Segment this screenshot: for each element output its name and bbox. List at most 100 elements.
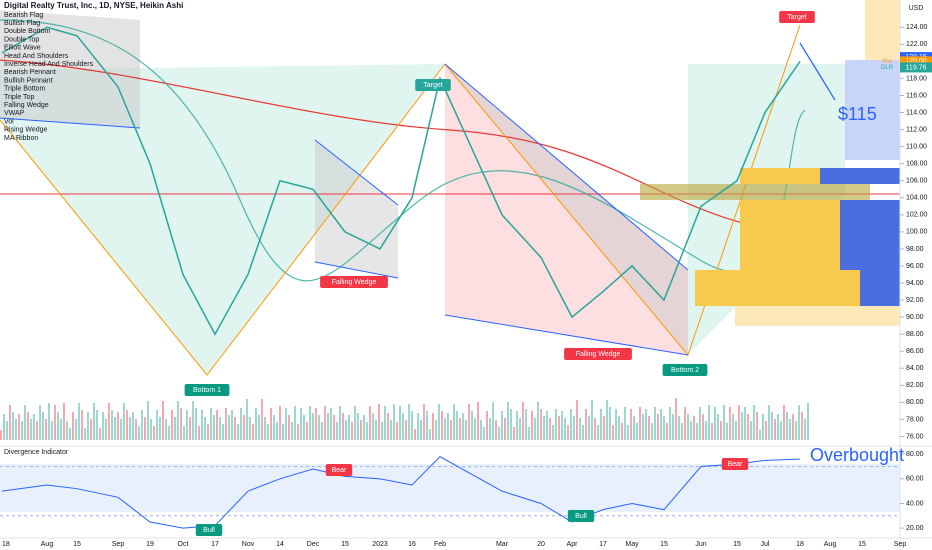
volume-bar [618, 416, 620, 440]
volume-bar [159, 417, 161, 440]
volume-bar [543, 416, 545, 440]
volume-bar [207, 424, 209, 440]
y-tick-label: 98.00 [906, 246, 924, 253]
volume-bar [324, 406, 326, 440]
volume-bar [729, 407, 731, 440]
volume-bar [102, 412, 104, 440]
profile-bar [845, 60, 900, 160]
x-tick-label: 19 [146, 541, 154, 548]
indicator-tick-label: 40.00 [906, 500, 924, 507]
volume-bar [744, 407, 746, 440]
volume-bar [339, 406, 341, 440]
legend-item: Triple Bottom [4, 86, 46, 93]
legend-item: Rising Wedge [4, 127, 48, 134]
volume-bar [723, 405, 725, 440]
volume-bar [708, 405, 710, 440]
volume-bar [531, 411, 533, 440]
volume-bar [807, 403, 809, 440]
x-tick-label: Feb [434, 541, 446, 548]
volume-bar [633, 416, 635, 440]
volume-bar [336, 422, 338, 440]
x-tick-label: 17 [211, 541, 219, 548]
volume-bar [372, 413, 374, 440]
x-tick-label: Nov [242, 541, 255, 548]
annotation-bg [564, 348, 632, 360]
volume-bar [426, 411, 428, 440]
volume-bar [420, 420, 422, 440]
volume-bar [108, 403, 110, 440]
x-tick-label: Dec [307, 541, 320, 548]
volume-bar [645, 409, 647, 440]
volume-bar [321, 422, 323, 440]
volume-bar [399, 406, 401, 440]
volume-bar [234, 417, 236, 440]
profile-bar [840, 200, 900, 270]
volume-bar [0, 430, 2, 440]
volume-bar [738, 405, 740, 440]
volume-bar [42, 412, 44, 440]
volume-bar [792, 414, 794, 440]
pattern-zone [0, 64, 445, 375]
profile-bar [820, 168, 900, 184]
chart-title: Digital Realty Trust, Inc., 1D, NYSE, He… [4, 1, 183, 10]
volume-bar [747, 414, 749, 440]
volume-bar [126, 410, 128, 440]
volume-bar [330, 408, 332, 440]
volume-bar [777, 414, 779, 440]
annotation-bg [567, 510, 595, 522]
volume-bar [30, 419, 32, 440]
volume-bar [276, 422, 278, 440]
price-label: 119.76 [906, 64, 927, 71]
y-tick-label: 112.00 [906, 126, 927, 133]
indicator-line [1, 456, 801, 529]
volume-bar [459, 418, 461, 440]
volume-bar [453, 404, 455, 440]
y-tick-label: 118.00 [906, 75, 927, 82]
volume-bar [621, 423, 623, 440]
volume-bar [591, 400, 593, 440]
legend-item: Inverse Head And Shoulders [4, 61, 94, 68]
volume-bar [141, 410, 143, 440]
volume-bar [711, 423, 713, 440]
volume-bar [609, 407, 611, 440]
volume-bar [402, 413, 404, 440]
x-tick-label: 18 [2, 541, 10, 548]
volume-bar [702, 414, 704, 440]
x-tick-label: 15 [341, 541, 349, 548]
y-tick-label: 94.00 [906, 280, 924, 287]
volume-bar [183, 426, 185, 440]
y-tick-label: 110.00 [906, 143, 927, 150]
volume-bar [360, 420, 362, 440]
y-tick-label: 124.00 [906, 24, 928, 31]
volume-bar [66, 421, 68, 440]
volume-bar [684, 407, 686, 440]
volume-bar [537, 402, 539, 440]
volume-bar [480, 420, 482, 440]
volume-bar [96, 410, 98, 440]
x-tick-label: 15 [858, 541, 866, 548]
volume-bar [303, 415, 305, 440]
volume-bar [786, 412, 788, 440]
volume-bar [192, 401, 194, 440]
y-tick-label: 84.00 [906, 365, 924, 372]
volume-bar [255, 408, 257, 440]
volume-bar [135, 419, 137, 440]
volume-bar [417, 413, 419, 440]
volume-bar [393, 404, 395, 440]
x-tick-label: 16 [408, 541, 416, 548]
volume-bar [210, 408, 212, 440]
volume-bar [456, 411, 458, 440]
annotation-bg [195, 524, 223, 536]
price-line [1, 26, 801, 336]
volume-bar [771, 412, 773, 440]
volume-bar [438, 404, 440, 440]
volume-bar [240, 408, 242, 440]
volume-bar [156, 410, 158, 440]
volume-bar [471, 411, 473, 440]
profile-bar [735, 306, 900, 326]
volume-bar [114, 417, 116, 440]
volume-bar [291, 422, 293, 440]
volume-bar [735, 421, 737, 440]
volume-bar [663, 416, 665, 440]
annotation: Falling Wedge [332, 279, 377, 286]
